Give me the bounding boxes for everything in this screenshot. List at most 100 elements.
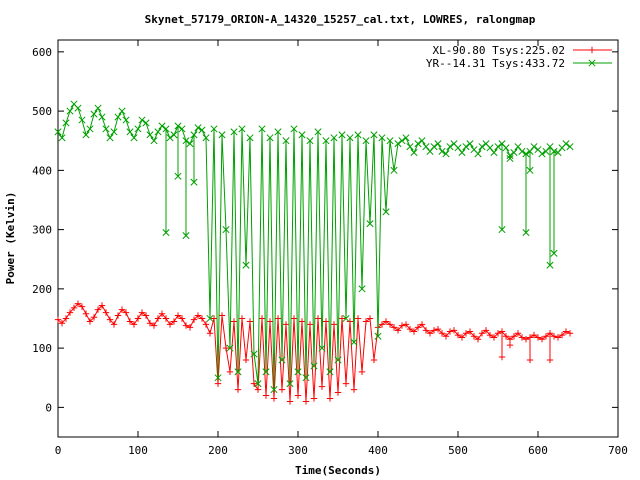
data-point	[62, 119, 70, 127]
data-point	[546, 261, 554, 269]
data-point	[366, 220, 374, 228]
data-point	[450, 327, 458, 334]
data-point	[422, 143, 430, 151]
data-point	[66, 107, 74, 115]
data-point	[110, 128, 118, 136]
data-point	[542, 333, 550, 340]
data-point	[498, 353, 506, 361]
data-point	[494, 143, 502, 151]
data-point	[54, 316, 62, 323]
data-point	[358, 285, 366, 293]
data-point	[122, 309, 130, 316]
x-tick-label: 0	[55, 444, 62, 457]
data-point	[358, 368, 366, 376]
data-point	[486, 331, 494, 339]
data-point	[186, 140, 194, 148]
x-tick-label: 500	[448, 444, 468, 457]
data-point	[398, 322, 406, 329]
data-point	[370, 131, 378, 139]
data-point	[458, 149, 466, 157]
data-point	[502, 333, 510, 340]
data-point	[426, 330, 434, 337]
data-point	[322, 137, 330, 145]
data-point	[122, 116, 130, 124]
data-point	[522, 229, 530, 237]
data-point	[366, 315, 374, 322]
data-point	[562, 328, 570, 335]
x-axis-label: Time(Seconds)	[295, 464, 381, 477]
data-point	[66, 309, 74, 316]
data-point	[318, 344, 326, 352]
data-point	[286, 398, 294, 405]
data-point	[474, 150, 482, 158]
data-point	[478, 330, 486, 337]
x-tick-label: 400	[368, 444, 388, 457]
data-point	[170, 131, 178, 139]
data-point	[550, 249, 558, 257]
data-point	[490, 334, 498, 341]
y-tick-label: 300	[32, 224, 52, 237]
data-point	[266, 134, 274, 142]
data-point	[150, 322, 158, 329]
series-2	[54, 100, 574, 394]
chart-title: Skynet_57179_ORION-A_14320_15257_cal.txt…	[145, 13, 536, 26]
data-point	[446, 328, 454, 335]
y-axis: 0 100 200 300 400 500 600	[32, 46, 618, 414]
data-point	[142, 312, 150, 319]
data-point	[170, 318, 178, 325]
data-point	[58, 320, 66, 327]
data-point	[478, 143, 486, 151]
data-point	[346, 318, 354, 325]
data-point	[382, 208, 390, 216]
data-point	[554, 334, 562, 341]
data-point	[294, 392, 302, 399]
data-point	[106, 134, 114, 142]
data-point	[466, 328, 474, 335]
data-point	[246, 134, 254, 142]
data-point	[74, 300, 82, 307]
data-point	[282, 137, 290, 145]
data-point	[370, 356, 378, 364]
y-axis-label: Power (Kelvin)	[4, 192, 17, 285]
data-point	[342, 380, 350, 387]
data-point	[238, 315, 246, 322]
data-point	[182, 231, 190, 240]
y-tick-label: 200	[32, 283, 52, 296]
data-point	[474, 336, 482, 343]
data-point	[278, 386, 286, 393]
y-tick-label: 100	[32, 342, 52, 355]
data-point	[270, 395, 278, 402]
data-point	[254, 386, 262, 393]
data-point	[266, 318, 274, 325]
data-point	[106, 316, 114, 323]
data-point	[250, 380, 258, 387]
x-tick-label: 300	[288, 444, 308, 457]
data-point	[434, 325, 442, 333]
data-point	[310, 362, 318, 370]
data-point	[322, 318, 330, 325]
data-point	[114, 113, 122, 121]
data-point	[510, 333, 518, 340]
data-point	[530, 331, 538, 339]
data-point	[298, 131, 306, 139]
data-point	[278, 356, 286, 364]
data-point	[62, 315, 70, 322]
data-point	[254, 380, 262, 388]
data-point	[202, 134, 210, 142]
data-point	[346, 134, 354, 142]
data-point	[190, 178, 198, 186]
data-point	[178, 315, 186, 322]
data-point	[242, 356, 250, 364]
data-point	[94, 306, 102, 313]
data-point	[542, 147, 550, 155]
data-point	[82, 131, 90, 139]
data-point	[94, 104, 102, 112]
data-point	[270, 386, 278, 394]
data-point	[482, 327, 490, 334]
data-point	[458, 334, 466, 341]
data-point	[206, 330, 214, 337]
data-point	[534, 334, 542, 341]
data-point	[274, 315, 282, 322]
data-point	[150, 137, 158, 145]
data-point	[510, 149, 518, 157]
